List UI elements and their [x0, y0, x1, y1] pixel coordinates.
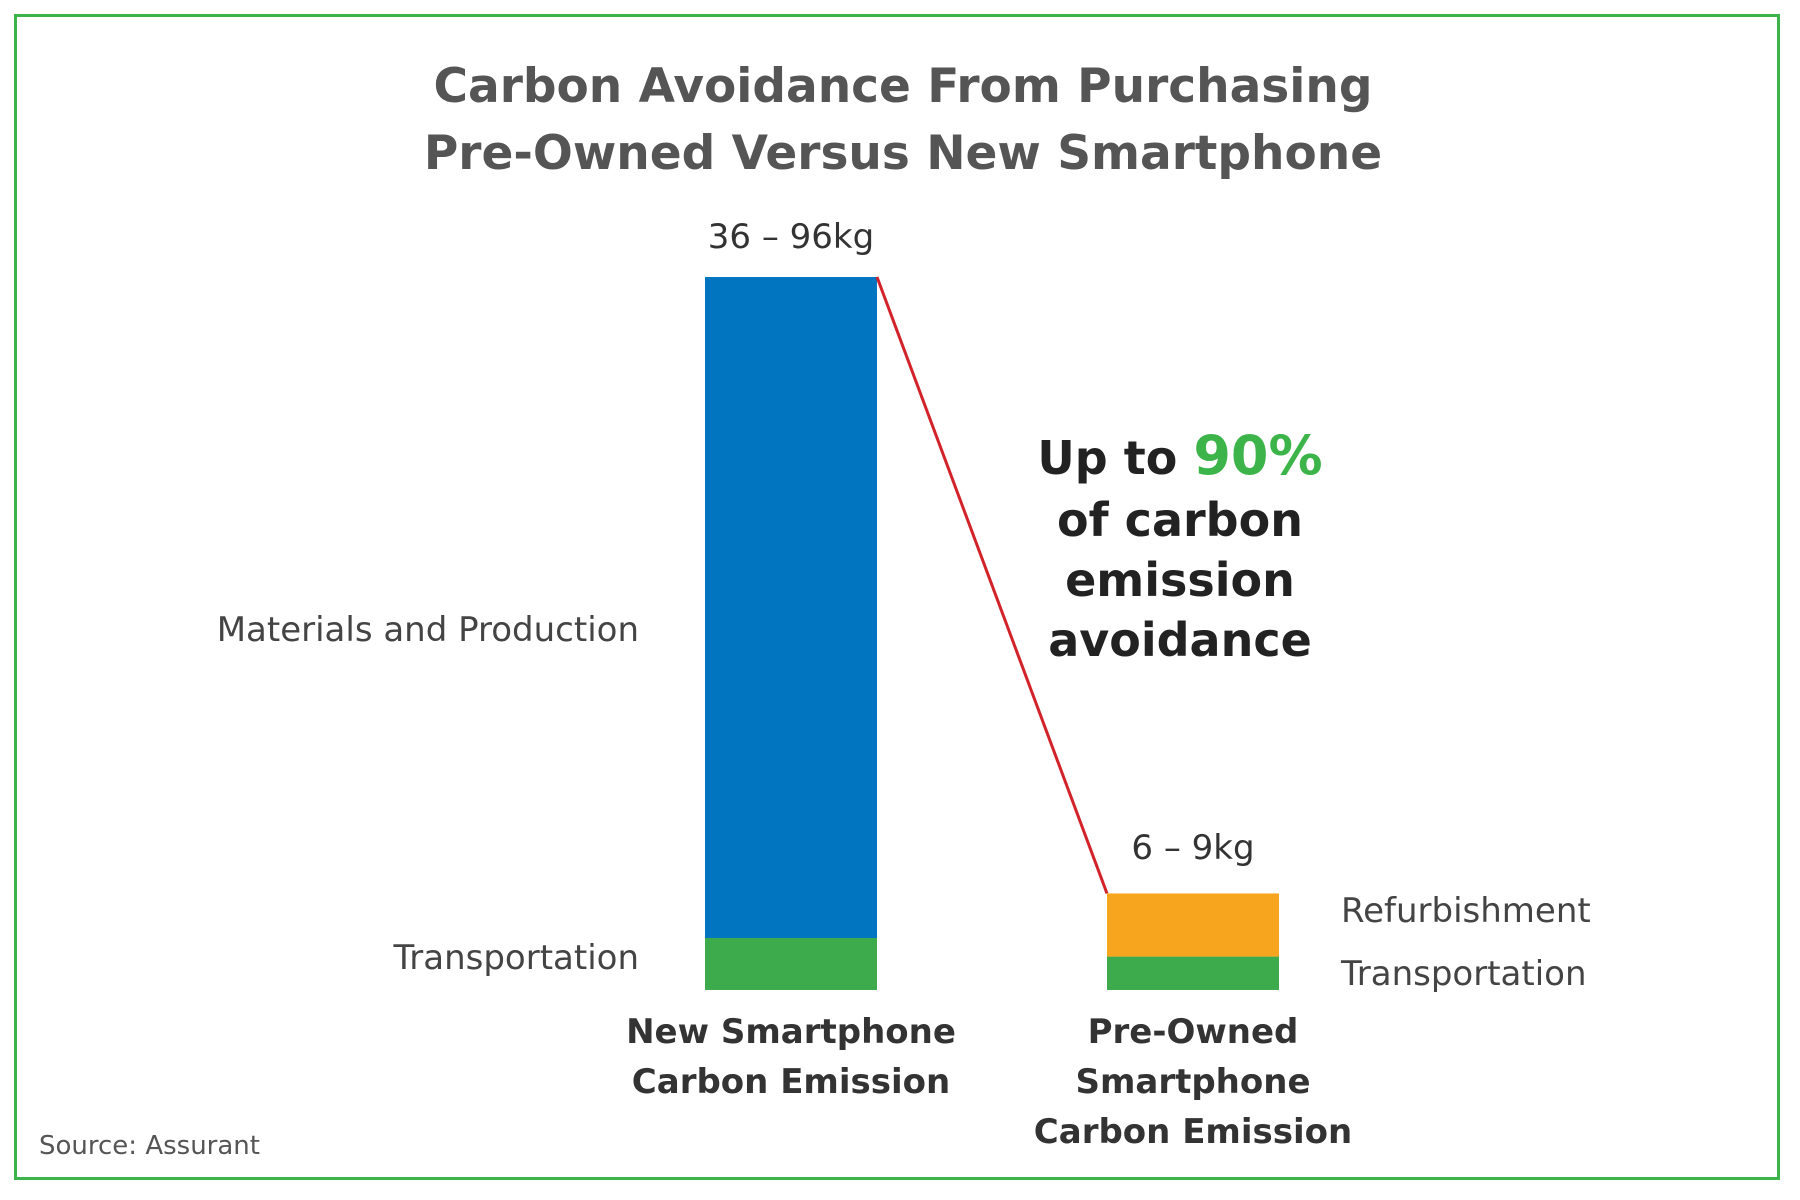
new-phone-labels: 36 – 96kg Materials and Production Trans… [217, 217, 956, 1102]
category-label-preowned-line-2: Smartphone [1075, 1062, 1310, 1102]
bars-group [705, 277, 1279, 990]
category-label-preowned-line-1: Pre-Owned [1088, 1012, 1299, 1052]
value-label-new: 36 – 96kg [708, 217, 874, 257]
segment-label-refurbishment: Refurbishment [1341, 891, 1591, 931]
source-note: Source: Assurant [39, 1131, 260, 1161]
segment-label-transport-preowned: Transportation [1340, 954, 1587, 994]
annotation-highlight: 90% [1193, 424, 1322, 487]
segment-label-transport-new: Transportation [392, 938, 639, 978]
annotation-prefix: Up to [1037, 431, 1193, 485]
bar-preowned-refurbishment [1107, 893, 1279, 957]
category-label-new-line-1: New Smartphone [626, 1012, 956, 1052]
chart-title-line-1: Carbon Avoidance From Purchasing [433, 59, 1372, 114]
value-label-preowned: 6 – 9kg [1131, 828, 1254, 868]
category-label-preowned-line-3: Carbon Emission [1034, 1112, 1352, 1152]
preowned-phone-labels: 6 – 9kg Refurbishment Transportation Pre… [1034, 828, 1591, 1152]
avoidance-annotation: Up to 90% of carbon emission avoidance [1037, 424, 1322, 667]
segment-label-materials: Materials and Production [217, 610, 639, 650]
connector-line [875, 276, 1109, 894]
annotation-line-3: emission [1065, 553, 1295, 607]
category-label-new-line-2: Carbon Emission [632, 1062, 950, 1102]
bar-preowned-transportation [1107, 956, 1279, 990]
bar-new-transportation [705, 938, 877, 990]
bar-new-materials-and-production [705, 277, 877, 939]
chart-title: Carbon Avoidance From Purchasing Pre-Own… [424, 59, 1382, 181]
annotation-line-2: of carbon [1057, 493, 1303, 547]
chart-title-line-2: Pre-Owned Versus New Smartphone [424, 126, 1382, 181]
annotation-line-1: Up to 90% [1037, 424, 1322, 487]
annotation-line-4: avoidance [1048, 613, 1312, 667]
chart-frame [14, 14, 1780, 1180]
